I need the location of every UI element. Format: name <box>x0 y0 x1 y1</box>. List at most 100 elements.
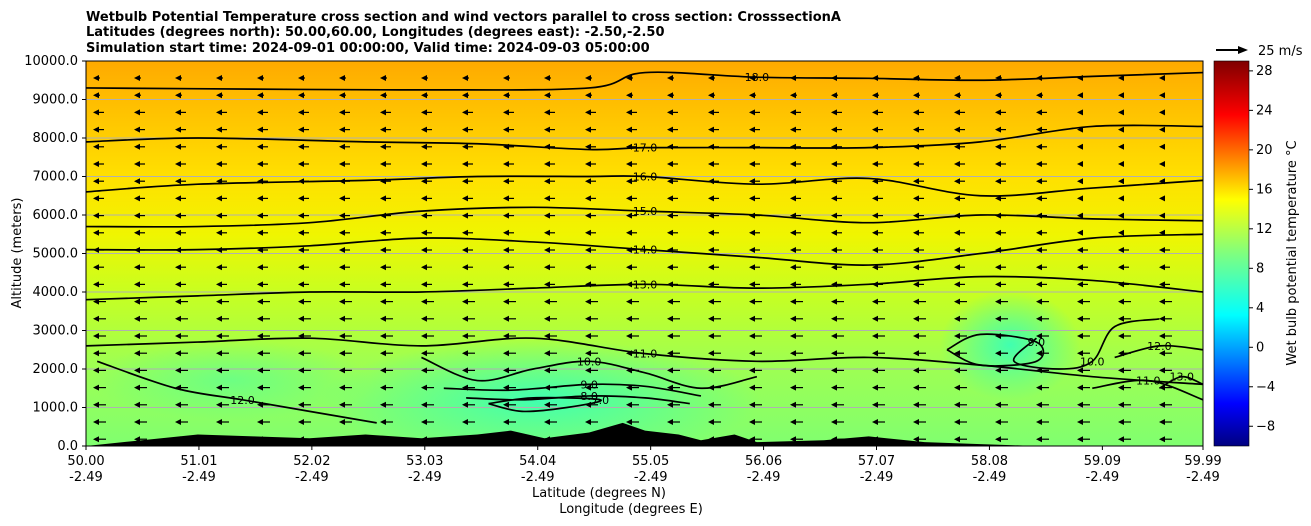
wind-vector-head <box>667 92 673 99</box>
wind-vector-head <box>872 195 878 202</box>
wind-vector-head <box>339 75 345 81</box>
wind-vector-head <box>175 143 181 150</box>
wind-vector-head <box>93 281 99 288</box>
wind-vector-head <box>93 247 99 253</box>
wind-vector-head <box>1118 109 1124 116</box>
cool-region <box>320 340 760 446</box>
wind-vector-head <box>257 264 263 271</box>
wind-vector-head <box>134 298 140 305</box>
wind-vector-head <box>708 143 714 150</box>
wind-vector-head <box>1077 161 1083 167</box>
wind-vector-head <box>1118 264 1124 271</box>
wind-vector-head <box>544 161 550 167</box>
wind-vector-head <box>749 143 755 150</box>
wind-vector-head <box>626 315 632 322</box>
wind-vector-head <box>257 212 263 219</box>
wind-vector-head <box>749 75 755 81</box>
wind-vector-head <box>1159 161 1165 167</box>
wind-vector-head <box>134 281 140 288</box>
contour-label: 10.0 <box>1080 355 1105 368</box>
wind-vector-head <box>1036 161 1042 167</box>
wind-vector-head <box>216 178 222 185</box>
wind-vector-head <box>216 281 222 288</box>
wind-vector-head <box>1077 436 1083 443</box>
wind-vector-head <box>954 384 960 391</box>
wind-vector-head <box>667 298 673 305</box>
wind-vector-head <box>257 161 263 167</box>
wind-vector-head <box>1077 126 1083 133</box>
wind-vector-head <box>954 92 960 99</box>
wind-vector-head <box>380 367 386 374</box>
wind-vector-head <box>995 143 1001 150</box>
wind-vector-head <box>708 298 714 305</box>
wind-vector-head <box>380 178 386 185</box>
wind-vector-head <box>257 75 263 81</box>
wind-vector-head <box>134 315 140 322</box>
wind-vector-head <box>790 75 796 81</box>
x-tick-label-lon: -2.49 <box>1086 470 1120 485</box>
wind-vector-head <box>790 143 796 150</box>
wind-vector-head <box>872 367 878 374</box>
quiver-key-arrowhead <box>1238 46 1248 54</box>
colorbar-label: Wet bulb potential temperature °C <box>1285 140 1300 365</box>
wind-vector-head <box>1077 298 1083 305</box>
wind-vector-head <box>1077 229 1083 236</box>
wind-vector-head <box>1118 333 1124 339</box>
wind-vector-head <box>954 195 960 202</box>
wind-vector-head <box>626 195 632 202</box>
wind-vector-head <box>175 212 181 219</box>
wind-vector-head <box>831 315 837 322</box>
wind-vector-head <box>913 350 919 357</box>
wind-vector-head <box>995 212 1001 219</box>
wind-vector-head <box>667 333 673 339</box>
wind-vector-head <box>872 109 878 116</box>
wind-vector-head <box>339 178 345 185</box>
wind-vector-head <box>216 350 222 357</box>
contour-line <box>86 233 1203 266</box>
wind-vector-head <box>585 247 591 253</box>
contour-line <box>1092 379 1203 401</box>
wind-vector-head <box>134 419 140 425</box>
y-tick-label: 5000.0 <box>33 247 79 262</box>
wind-vector-head <box>1118 92 1124 99</box>
contour-label: 17.0 <box>633 142 658 155</box>
wind-vector-head <box>298 367 304 374</box>
wind-vector-head <box>749 264 755 271</box>
wind-vector-head <box>339 143 345 150</box>
wind-vector-head <box>544 419 550 425</box>
wind-vector-head <box>667 419 673 425</box>
wind-vector-head <box>544 126 550 133</box>
contour-label: 9.0 <box>1028 336 1046 349</box>
wind-vector-head <box>544 298 550 305</box>
wind-vector-head <box>954 247 960 253</box>
wind-vector-head <box>544 92 550 99</box>
x-tick-label-lon: -2.49 <box>521 470 555 485</box>
wind-vector-head <box>380 212 386 219</box>
wind-vector-head <box>93 436 99 443</box>
wind-vector-head <box>93 75 99 81</box>
wind-vector-head <box>872 384 878 391</box>
wind-vector-head <box>380 350 386 357</box>
wind-vector-head <box>872 143 878 150</box>
wind-vector-head <box>1077 333 1083 339</box>
wind-vector-head <box>503 401 509 408</box>
wind-vector-head <box>1159 367 1165 374</box>
wind-vector-head <box>954 436 960 443</box>
wind-vector-head <box>1036 178 1042 185</box>
contour-label: 13.0 <box>1170 371 1195 384</box>
wind-vector-head <box>626 126 632 133</box>
title-line-1: Wetbulb Potential Temperature cross sect… <box>86 10 841 25</box>
wind-vector-head <box>708 229 714 236</box>
wind-vector-head <box>790 109 796 116</box>
wind-vector-head <box>790 178 796 185</box>
y-tick-label: 9000.0 <box>33 93 79 108</box>
wind-vector-head <box>626 247 632 253</box>
wind-vector-head <box>134 264 140 271</box>
wind-vector-head <box>134 109 140 116</box>
wind-vector-head <box>831 75 837 81</box>
wind-vector-head <box>93 384 99 391</box>
wind-vector-head <box>1118 247 1124 253</box>
wind-vector-head <box>790 161 796 167</box>
wind-vector-head <box>503 264 509 271</box>
wind-vector-head <box>339 195 345 202</box>
